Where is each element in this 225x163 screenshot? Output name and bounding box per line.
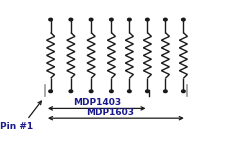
Circle shape <box>49 90 52 93</box>
Circle shape <box>49 18 52 21</box>
Circle shape <box>164 90 167 93</box>
Circle shape <box>69 18 73 21</box>
Circle shape <box>128 90 131 93</box>
Circle shape <box>110 18 113 21</box>
Circle shape <box>182 18 185 21</box>
Circle shape <box>146 90 149 93</box>
Text: Pin #1: Pin #1 <box>0 122 34 131</box>
Circle shape <box>89 90 93 93</box>
Circle shape <box>69 90 73 93</box>
Circle shape <box>110 90 113 93</box>
Circle shape <box>89 18 93 21</box>
Circle shape <box>146 18 149 21</box>
Circle shape <box>164 18 167 21</box>
Circle shape <box>182 90 185 93</box>
Text: MDP1603: MDP1603 <box>86 108 134 117</box>
Text: MDP1403: MDP1403 <box>73 98 121 107</box>
Circle shape <box>128 18 131 21</box>
